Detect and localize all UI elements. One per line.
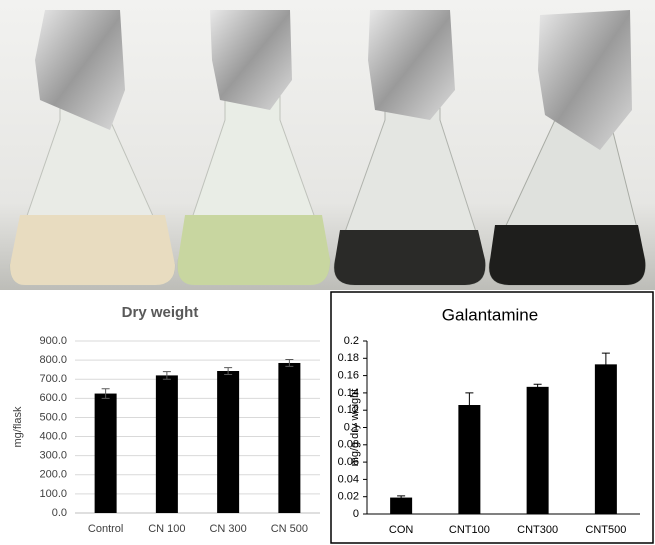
y-tick-label: 0.12 [338, 404, 359, 416]
x-tick-label: CNT500 [585, 524, 626, 536]
flask-2 [177, 10, 331, 286]
error-bar [101, 388, 110, 399]
bar [526, 386, 549, 514]
x-tick-label: CON [389, 524, 414, 536]
y-tick-label: 0.06 [338, 456, 359, 468]
y-tick-label: 0.0 [52, 507, 67, 519]
y-tick-label: 0.14 [338, 387, 359, 399]
bar [94, 393, 117, 513]
error-bar [162, 371, 171, 380]
bar [217, 371, 240, 513]
y-tick-label: 0.1 [344, 421, 359, 433]
chart-title: Galantamine [442, 305, 538, 324]
bar [155, 375, 178, 513]
x-tick-label: Control [88, 523, 123, 535]
bar [594, 364, 617, 514]
error-bar [285, 359, 294, 367]
x-tick-label: CN 100 [148, 523, 185, 535]
flask-3 [333, 10, 486, 286]
error-bar [533, 383, 542, 390]
chart-title: Dry weight [122, 304, 199, 321]
y-axis-label: mg/flask [12, 406, 24, 447]
y-tick-label: 300.0 [39, 450, 67, 462]
y-tick-label: 800.0 [39, 354, 67, 366]
bar [390, 497, 413, 514]
y-tick-label: 900.0 [39, 335, 67, 347]
chart-frame [330, 291, 654, 544]
y-tick-label: 400.0 [39, 430, 67, 442]
y-axis-label: mg/g dry weight [349, 389, 361, 467]
error-bar [224, 367, 233, 375]
error-bar [397, 495, 406, 500]
x-tick-label: CN 300 [209, 523, 246, 535]
y-tick-label: 200.0 [39, 469, 67, 481]
error-bar [601, 352, 610, 377]
y-tick-label: 100.0 [39, 488, 67, 500]
y-tick-label: 0.08 [338, 439, 359, 451]
y-tick-label: 0.02 [338, 491, 359, 503]
flask-4 [488, 10, 646, 286]
y-tick-label: 0.2 [344, 335, 359, 347]
flask-1 [9, 10, 176, 286]
y-tick-label: 0.04 [338, 473, 359, 485]
y-tick-label: 0.16 [338, 370, 359, 382]
y-tick-label: 0.18 [338, 352, 359, 364]
y-tick-label: 0 [353, 508, 359, 520]
y-tick-label: 700.0 [39, 373, 67, 385]
x-tick-label: CNT100 [449, 524, 490, 536]
x-tick-label: CN 500 [271, 523, 308, 535]
x-tick-label: CNT300 [517, 524, 558, 536]
bar [458, 405, 481, 514]
photo [0, 0, 655, 290]
y-tick-label: 500.0 [39, 411, 67, 423]
bar [278, 362, 301, 513]
y-tick-label: 600.0 [39, 392, 67, 404]
error-bar [465, 392, 474, 418]
